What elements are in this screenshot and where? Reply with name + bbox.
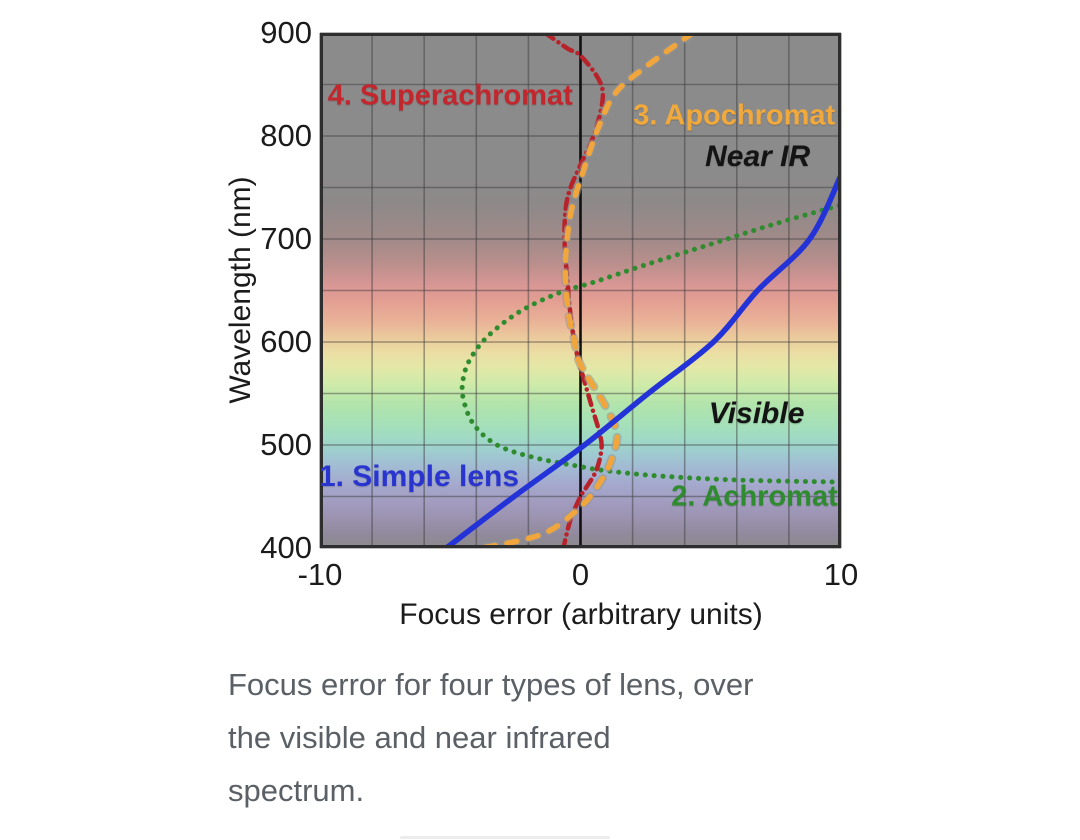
label--superachromat: 4. Superachromat (327, 79, 573, 112)
y-tick-label: 600 (260, 324, 312, 359)
bottom-divider (400, 836, 610, 839)
y-tick-label: 400 (260, 530, 312, 565)
x-tick-label: 10 (823, 557, 859, 592)
label-visible: Visible (708, 397, 805, 431)
y-tick-label: 700 (260, 221, 312, 256)
x-axis-title: Focus error (arbitrary units) (399, 598, 763, 631)
curve--simple-lens (443, 172, 841, 548)
figure-caption: Focus error for four types of lens, over… (228, 658, 928, 817)
plot-area: 4. Superachromat 3. Apochromat Near IR Visi… (318, 32, 842, 549)
caption-line: Focus error for four types of lens, over (228, 667, 754, 702)
plot-border (320, 33, 841, 548)
curve--apochromat (478, 33, 696, 548)
y-tick-label: 800 (260, 118, 312, 153)
caption-line: the visible and near infrared (228, 720, 611, 755)
curve--achromat (459, 202, 841, 485)
x-tick-label: 0 (571, 557, 590, 592)
caption-line: spectrum. (228, 773, 365, 808)
label--simple-lens: 1. Simple lens (318, 459, 520, 493)
label-near-ir: Near IR (705, 139, 811, 173)
chart-canvas (319, 32, 842, 549)
label--apochromat: 3. Apochromat (633, 99, 836, 132)
x-tick-label: -10 (297, 557, 343, 592)
y-tick-label: 500 (260, 427, 312, 462)
label--achromat: 2. Achromat (671, 480, 838, 512)
y-axis-title: Wavelength (nm) (224, 176, 257, 404)
y-tick-label: 900 (260, 15, 312, 50)
lens-focus-error-chart: Wavelength (nm) 4. Superachromat 3. Apoch… (224, 15, 859, 632)
